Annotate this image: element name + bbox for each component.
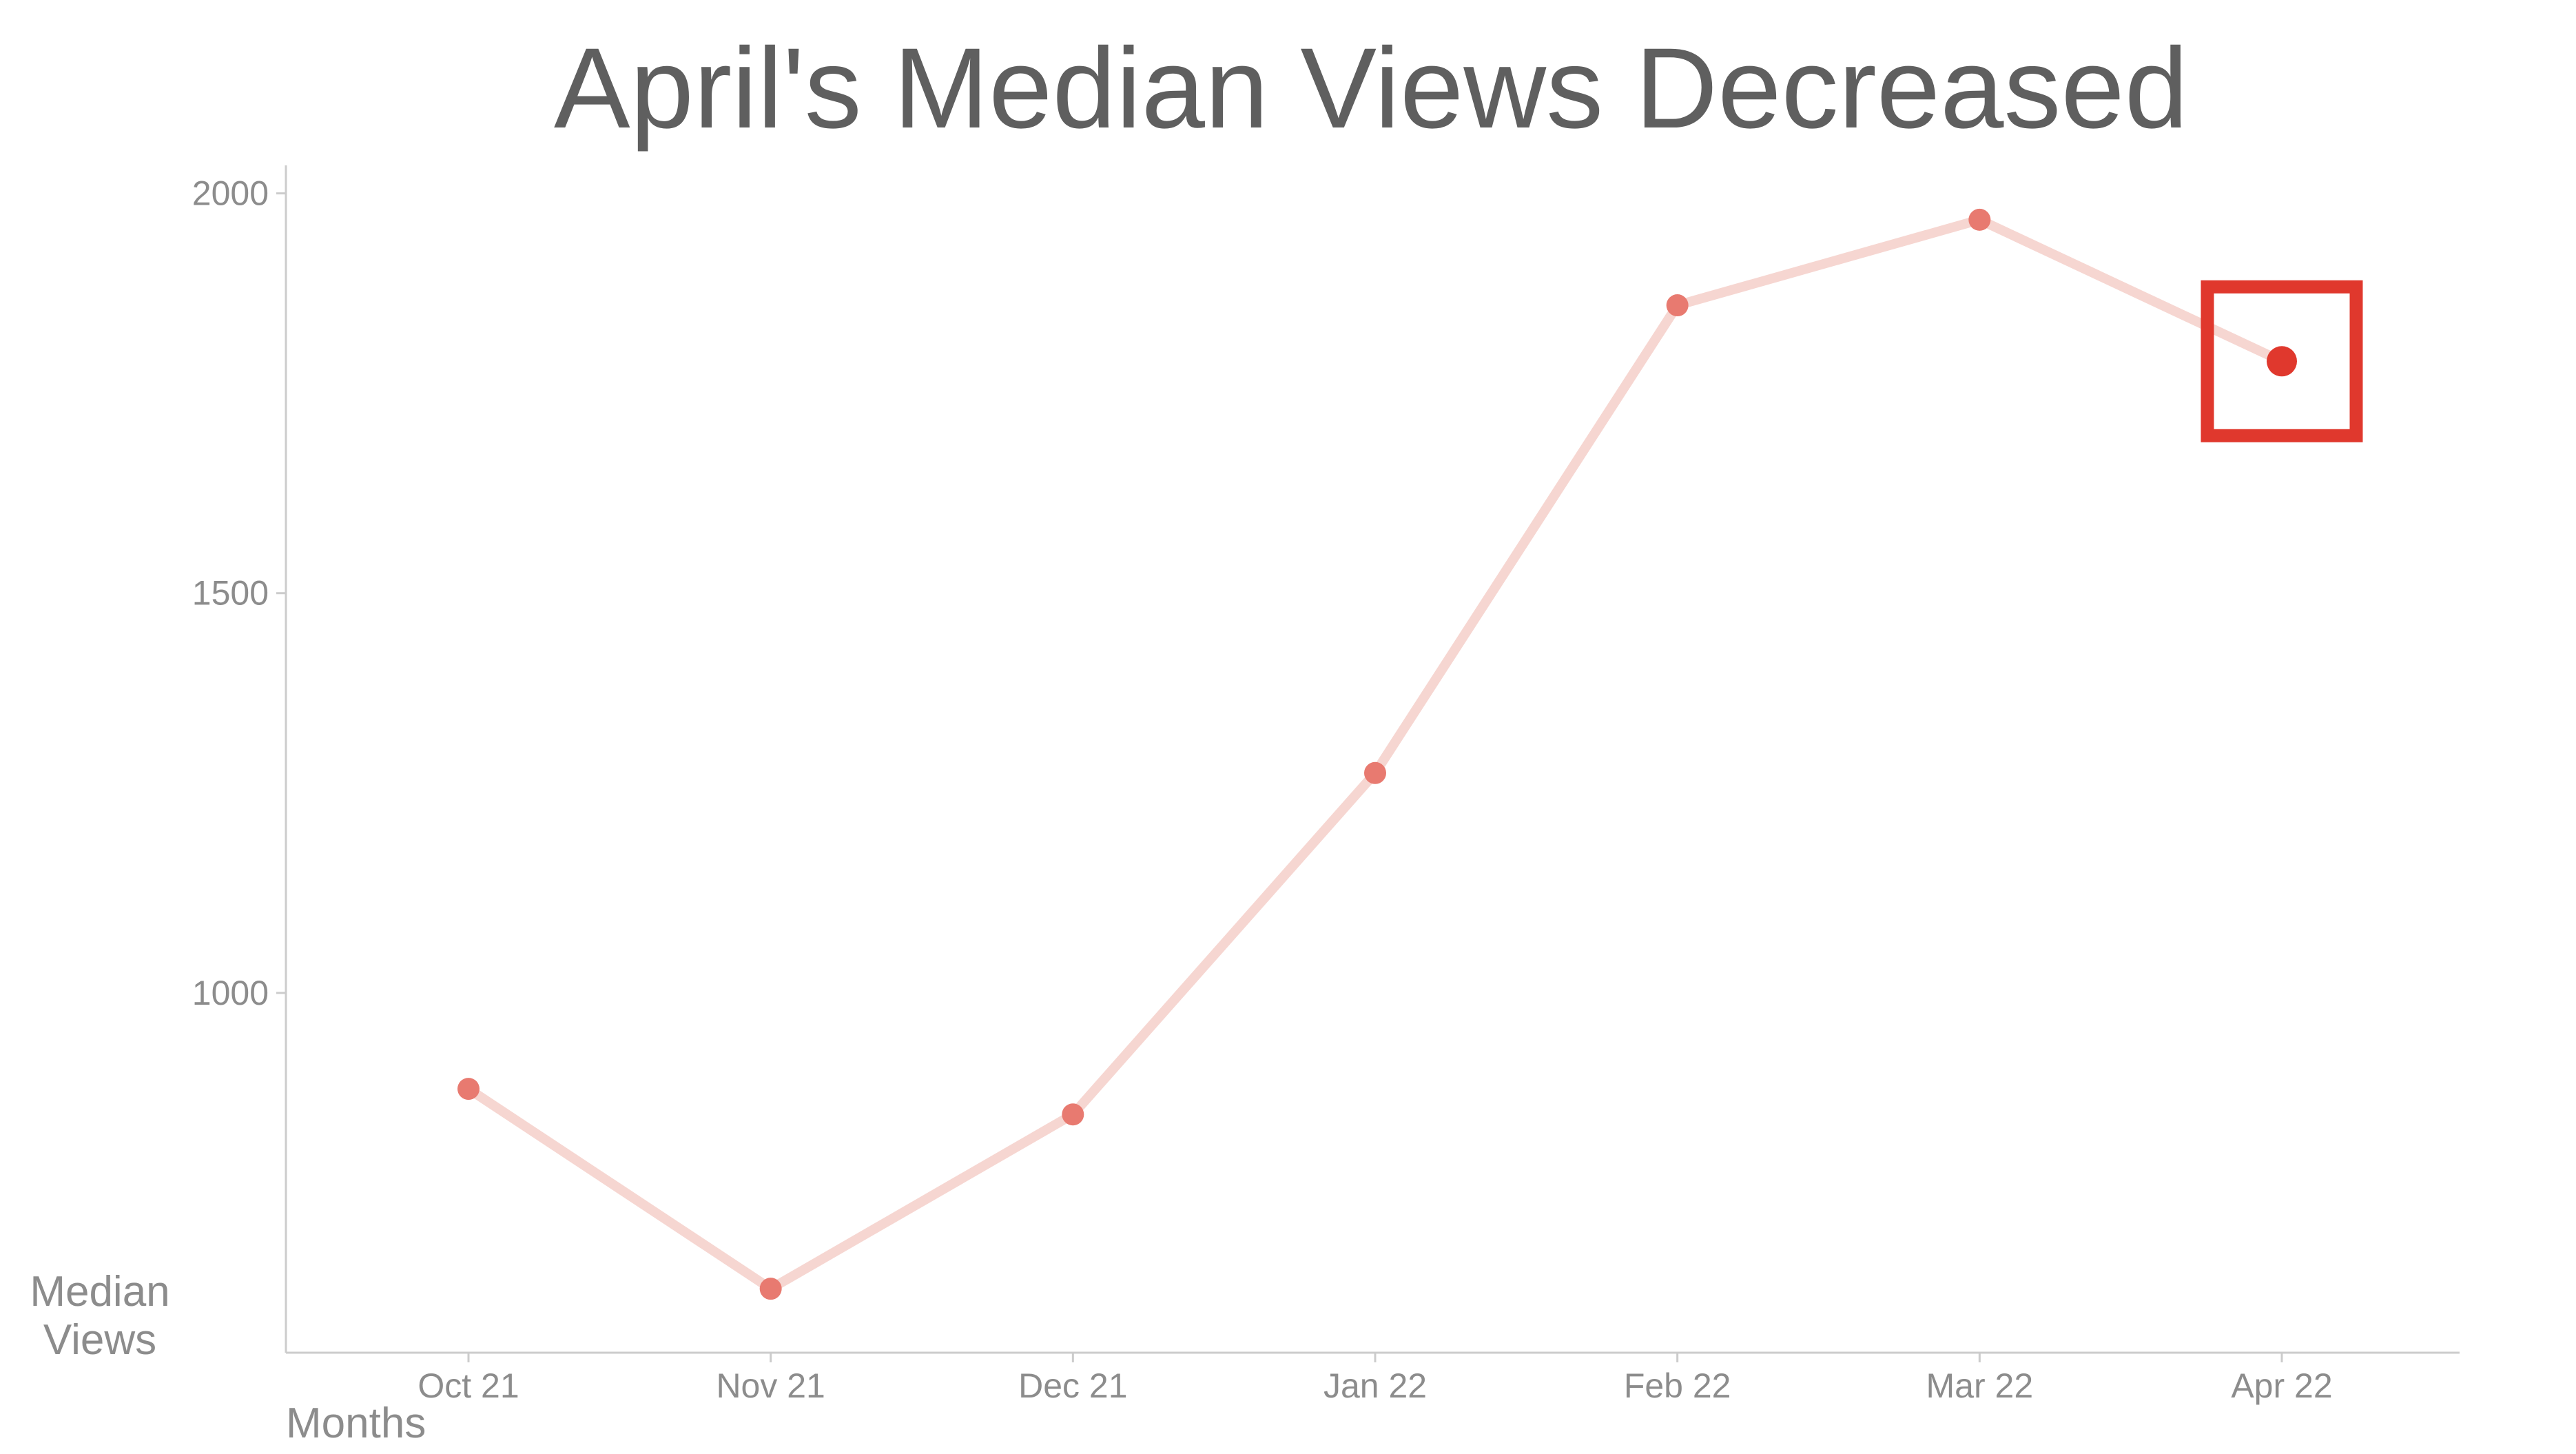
- y-axis-ticks: 1000 1500 2000: [192, 174, 286, 1012]
- data-point: [759, 1278, 782, 1300]
- series-views: [457, 208, 2297, 1300]
- axes: [285, 165, 2460, 1354]
- x-axis-ticks: Oct 21 Nov 21 Dec 21 Jan 22 Feb 22 Mar 22 Apr …: [418, 1353, 2333, 1405]
- data-point-highlighted: [2267, 346, 2297, 377]
- x-tick-label: Feb 22: [1624, 1366, 1731, 1405]
- x-tick-label: Nov 21: [716, 1366, 825, 1405]
- highlight-box: [2201, 280, 2363, 442]
- data-point: [1364, 761, 1386, 784]
- data-point: [1062, 1103, 1084, 1126]
- highlight-group: [2201, 280, 2363, 442]
- data-point: [1666, 294, 1689, 317]
- series-line: [464, 214, 2287, 1294]
- y-axis-title-line-2: Views: [43, 1316, 156, 1364]
- x-axis-title: Months: [286, 1400, 426, 1447]
- x-tick-label: Oct 21: [418, 1366, 519, 1405]
- x-tick-label: Apr 22: [2231, 1366, 2332, 1405]
- data-point: [1968, 208, 1991, 231]
- y-tick-label: 1000: [192, 974, 269, 1012]
- data-point: [457, 1078, 480, 1100]
- x-tick-label: Jan 22: [1323, 1366, 1427, 1405]
- x-tick-label: Mar 22: [1926, 1366, 2034, 1405]
- y-tick-label: 1500: [192, 574, 269, 613]
- chart-title: April's Median Views Decreased: [554, 25, 2188, 152]
- x-tick-label: Dec 21: [1018, 1366, 1127, 1405]
- y-tick-label: 2000: [192, 174, 269, 213]
- y-axis-title-line-1: Median: [30, 1268, 169, 1315]
